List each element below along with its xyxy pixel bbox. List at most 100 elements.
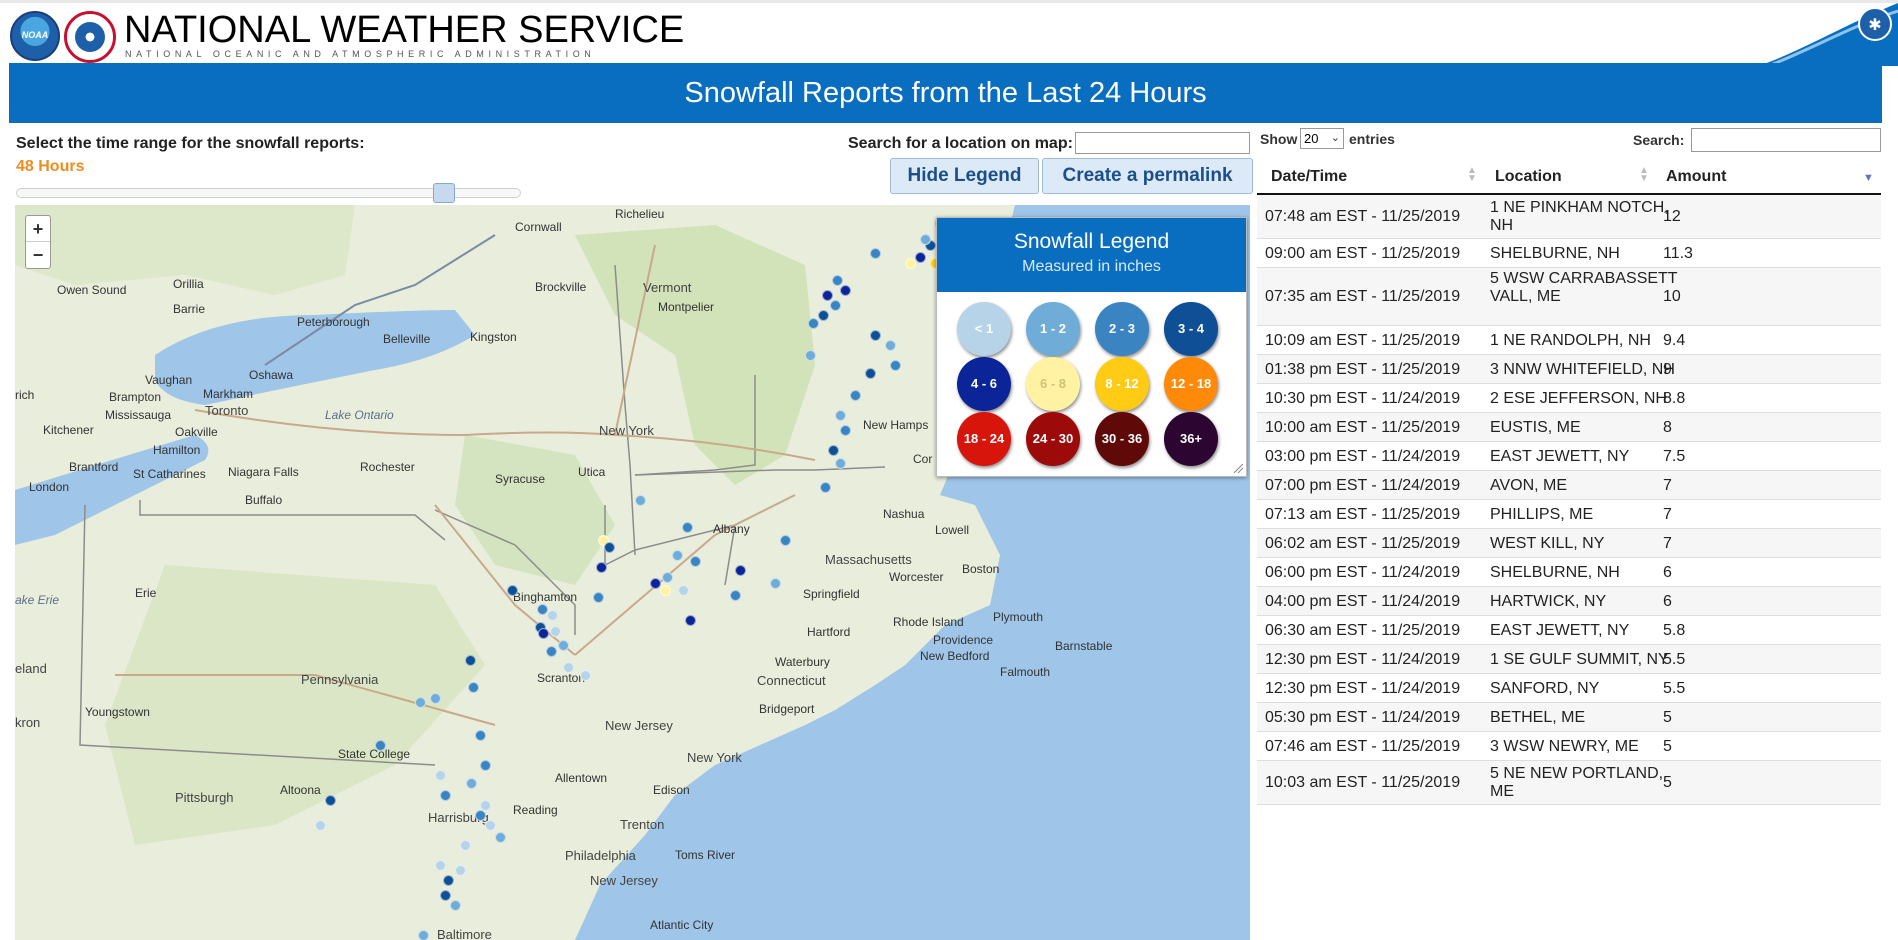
zoom-out-button[interactable]: − [32,245,44,265]
snowfall-marker[interactable] [885,340,896,351]
snowfall-marker[interactable] [835,410,846,421]
table-row[interactable]: 12:30 pm EST - 11/24/2019 1 SE GULF SUMMI… [1257,645,1881,674]
snowfall-marker[interactable] [547,610,558,621]
table-row[interactable]: 03:00 pm EST - 11/24/2019 EAST JEWETT, NY… [1257,442,1881,471]
table-row[interactable]: 01:38 pm EST - 11/25/2019 3 NNW WHITEFIEL… [1257,355,1881,384]
snowfall-marker[interactable] [780,535,791,546]
snowfall-marker[interactable] [850,390,861,401]
snowfall-marker[interactable] [443,875,454,886]
snowfall-marker[interactable] [685,615,696,626]
snowfall-marker[interactable] [440,790,451,801]
snowfall-marker[interactable] [865,368,876,379]
snowfall-marker[interactable] [480,800,491,811]
snowfall-marker[interactable] [558,640,569,651]
snowfall-marker[interactable] [430,693,441,704]
snowfall-marker[interactable] [468,682,479,693]
snowfall-marker[interactable] [828,445,839,456]
snowfall-marker[interactable] [538,628,549,639]
table-row[interactable]: 06:00 pm EST - 11/24/2019 SHELBURNE, NH 6 [1257,558,1881,587]
snowfall-marker[interactable] [905,258,916,269]
snowfall-marker[interactable] [598,535,609,546]
snowfall-marker[interactable] [507,585,518,596]
noaa-logo[interactable]: NOAA [10,11,60,61]
table-row[interactable]: 06:02 am EST - 11/25/2019 WEST KILL, NY 7 [1257,529,1881,558]
table-row[interactable]: 07:48 am EST - 11/25/2019 1 NE PINKHAM NO… [1257,195,1881,239]
snowfall-marker[interactable] [563,662,574,673]
snowfall-marker[interactable] [440,890,451,901]
agency-title[interactable]: NATIONAL WEATHER SERVICE [124,9,685,51]
snowfall-marker[interactable] [660,585,671,596]
table-row[interactable]: 10:03 am EST - 11/25/2019 5 NE NEW PORTLA… [1257,761,1881,805]
snowfall-marker[interactable] [890,360,901,371]
commerce-logo[interactable]: ✱ [1858,7,1892,41]
snowfall-marker[interactable] [455,865,466,876]
column-header-location[interactable]: Location [1495,168,1562,185]
table-row[interactable]: 10:00 am EST - 11/25/2019 EUSTIS, ME 8 [1257,413,1881,442]
snowfall-marker[interactable] [840,425,851,436]
table-search-input[interactable] [1691,128,1881,152]
snowfall-marker[interactable] [537,604,548,615]
table-row[interactable]: 10:09 am EST - 11/25/2019 1 NE RANDOLPH, … [1257,326,1881,355]
snowfall-marker[interactable] [450,900,461,911]
entries-select[interactable]: 20 ⌄ [1300,128,1344,149]
table-row[interactable]: 12:30 pm EST - 11/24/2019 SANFORD, NY 5.5 [1257,674,1881,703]
snowfall-marker[interactable] [650,578,661,589]
snowfall-marker[interactable] [435,860,446,871]
snowfall-marker[interactable] [580,670,591,681]
snowfall-marker[interactable] [672,550,683,561]
table-row[interactable]: 07:35 am EST - 11/25/2019 5 WSW CARRABASS… [1257,268,1881,326]
snowfall-marker[interactable] [920,234,931,245]
hide-legend-button[interactable]: Hide Legend [890,158,1039,194]
table-row[interactable]: 07:00 pm EST - 11/24/2019 AVON, ME 7 [1257,471,1881,500]
snowfall-marker[interactable] [690,556,701,567]
snowfall-marker[interactable] [418,930,429,940]
table-row[interactable]: 10:30 pm EST - 11/24/2019 2 ESE JEFFERSON… [1257,384,1881,413]
snowfall-marker[interactable] [822,290,833,301]
table-row[interactable]: 09:00 am EST - 11/25/2019 SHELBURNE, NH 11… [1257,239,1881,268]
snowfall-marker[interactable] [818,310,829,321]
map-search-input[interactable] [1075,132,1250,154]
snowfall-marker[interactable] [678,585,689,596]
snowfall-marker[interactable] [415,697,426,708]
nws-logo[interactable] [64,11,116,63]
table-row[interactable]: 07:13 am EST - 11/25/2019 PHILLIPS, ME 7 [1257,500,1881,529]
table-row[interactable]: 06:30 am EST - 11/25/2019 EAST JEWETT, NY… [1257,616,1881,645]
snowfall-marker[interactable] [475,730,486,741]
column-header-amount[interactable]: Amount [1666,168,1727,185]
snowfall-marker[interactable] [604,542,615,553]
snowfall-marker[interactable] [730,590,741,601]
snowfall-marker[interactable] [682,522,693,533]
column-header-datetime[interactable]: Date/Time [1271,168,1348,185]
resize-handle-icon[interactable] [1234,464,1243,473]
snowfall-marker[interactable] [475,810,486,821]
snowfall-marker[interactable] [635,495,646,506]
snowfall-marker[interactable] [832,275,843,286]
snowfall-marker[interactable] [485,820,496,831]
snowfall-marker[interactable] [830,300,841,311]
time-range-slider[interactable] [16,188,521,198]
snowfall-marker[interactable] [820,482,831,493]
snowfall-marker[interactable] [596,562,607,573]
snowfall-marker[interactable] [735,565,746,576]
time-range-slider-handle[interactable] [433,183,455,203]
snowfall-marker[interactable] [465,655,476,666]
snowfall-marker[interactable] [546,646,557,657]
snowfall-marker[interactable] [495,832,506,843]
snowfall-marker[interactable] [770,578,781,589]
snowfall-marker[interactable] [550,626,561,637]
snowfall-marker[interactable] [835,458,846,469]
create-permalink-button[interactable]: Create a permalink [1042,158,1253,194]
snowfall-marker[interactable] [375,740,386,751]
table-row[interactable]: 04:00 pm EST - 11/24/2019 HARTWICK, NY 6 [1257,587,1881,616]
snowfall-marker[interactable] [480,760,491,771]
snowfall-marker[interactable] [870,330,881,341]
snowfall-marker[interactable] [662,572,673,583]
snowfall-marker[interactable] [593,592,604,603]
snowfall-marker[interactable] [460,840,471,851]
snowfall-marker[interactable] [870,248,881,259]
snowfall-marker[interactable] [840,285,851,296]
snowfall-marker[interactable] [435,770,446,781]
snowfall-marker[interactable] [325,795,336,806]
table-row[interactable]: 05:30 pm EST - 11/24/2019 BETHEL, ME 5 [1257,703,1881,732]
snowfall-marker[interactable] [466,778,477,789]
